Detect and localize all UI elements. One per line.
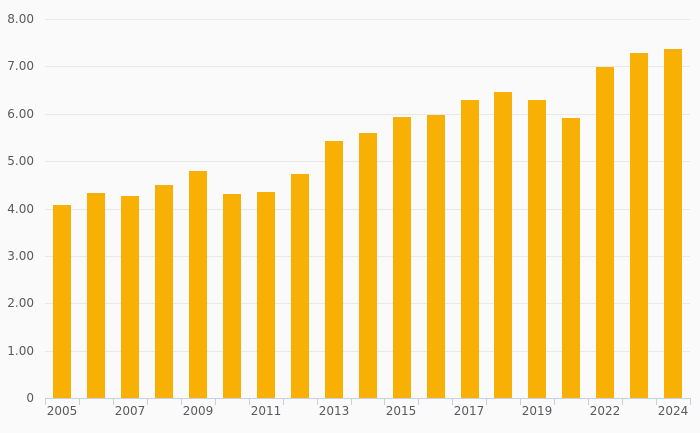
bar-2010[interactable] bbox=[223, 194, 241, 398]
x-axis-tick-10 bbox=[384, 399, 385, 405]
bar-2016[interactable] bbox=[427, 115, 445, 398]
bar-2014[interactable] bbox=[359, 133, 377, 398]
gridline-6 bbox=[45, 114, 690, 115]
x-axis-tick-18 bbox=[656, 399, 657, 405]
x-axis-tick-4 bbox=[181, 399, 182, 405]
bar-2006[interactable] bbox=[87, 193, 105, 398]
y-axis-label-0: 0 bbox=[26, 391, 34, 405]
x-axis-label-2017: 2017 bbox=[453, 404, 485, 418]
x-axis-tick-6 bbox=[249, 399, 250, 405]
bar-2005[interactable] bbox=[53, 205, 71, 398]
x-axis-tick-1 bbox=[79, 399, 80, 405]
x-axis-tick-11 bbox=[418, 399, 419, 405]
x-axis-label-2011: 2011 bbox=[250, 404, 282, 418]
bar-2015[interactable] bbox=[393, 117, 411, 398]
y-axis-label-3-00: 3.00 bbox=[7, 249, 34, 263]
bar-2019[interactable] bbox=[528, 100, 546, 398]
y-axis-label-1-00: 1.00 bbox=[7, 344, 34, 358]
y-axis-label-7-00: 7.00 bbox=[7, 59, 34, 73]
bar-2012[interactable] bbox=[291, 174, 309, 398]
bar-2024[interactable] bbox=[664, 49, 682, 398]
y-axis-label-6-00: 6.00 bbox=[7, 107, 34, 121]
bar-2021[interactable] bbox=[562, 118, 580, 398]
y-axis-label-2-00: 2.00 bbox=[7, 296, 34, 310]
x-axis-tick-9 bbox=[351, 399, 352, 405]
x-axis-tick-14 bbox=[520, 399, 521, 405]
y-axis-label-8-00: 8.00 bbox=[7, 12, 34, 26]
bar-2007[interactable] bbox=[121, 196, 139, 398]
x-axis-tick-5 bbox=[215, 399, 216, 405]
x-axis-label-2015: 2015 bbox=[385, 404, 417, 418]
y-axis-label-4-00: 4.00 bbox=[7, 202, 34, 216]
x-axis-tick-2 bbox=[113, 399, 114, 405]
x-axis-tick-12 bbox=[452, 399, 453, 405]
x-axis-line bbox=[45, 398, 691, 399]
x-axis-label-2005: 2005 bbox=[46, 404, 78, 418]
bar-2023[interactable] bbox=[630, 53, 648, 398]
x-axis-label-2009: 2009 bbox=[182, 404, 214, 418]
y-axis-label-5-00: 5.00 bbox=[7, 154, 34, 168]
bar-2009[interactable] bbox=[189, 171, 207, 398]
bar-2011[interactable] bbox=[257, 192, 275, 398]
gridline-8 bbox=[45, 19, 690, 20]
x-axis-tick-15 bbox=[554, 399, 555, 405]
x-axis-label-2024: 2024 bbox=[657, 404, 689, 418]
x-axis-label-2019: 2019 bbox=[521, 404, 553, 418]
bar-2017[interactable] bbox=[461, 100, 479, 398]
x-axis-tick-7 bbox=[283, 399, 284, 405]
x-axis-tick-13 bbox=[486, 399, 487, 405]
x-axis-label-2013: 2013 bbox=[318, 404, 350, 418]
x-axis-tick-17 bbox=[622, 399, 623, 405]
x-axis-label-2007: 2007 bbox=[114, 404, 146, 418]
bar-2018[interactable] bbox=[494, 92, 512, 398]
bar-2013[interactable] bbox=[325, 141, 343, 398]
x-axis-tick-19 bbox=[690, 399, 691, 405]
bar-2022[interactable] bbox=[596, 67, 614, 398]
x-axis-tick-16 bbox=[588, 399, 589, 405]
gridline-7 bbox=[45, 66, 690, 67]
bar-2008[interactable] bbox=[155, 185, 173, 398]
x-axis-tick-8 bbox=[317, 399, 318, 405]
x-axis-label-2022: 2022 bbox=[589, 404, 621, 418]
x-axis-tick-3 bbox=[147, 399, 148, 405]
x-axis-tick-0 bbox=[45, 399, 46, 405]
